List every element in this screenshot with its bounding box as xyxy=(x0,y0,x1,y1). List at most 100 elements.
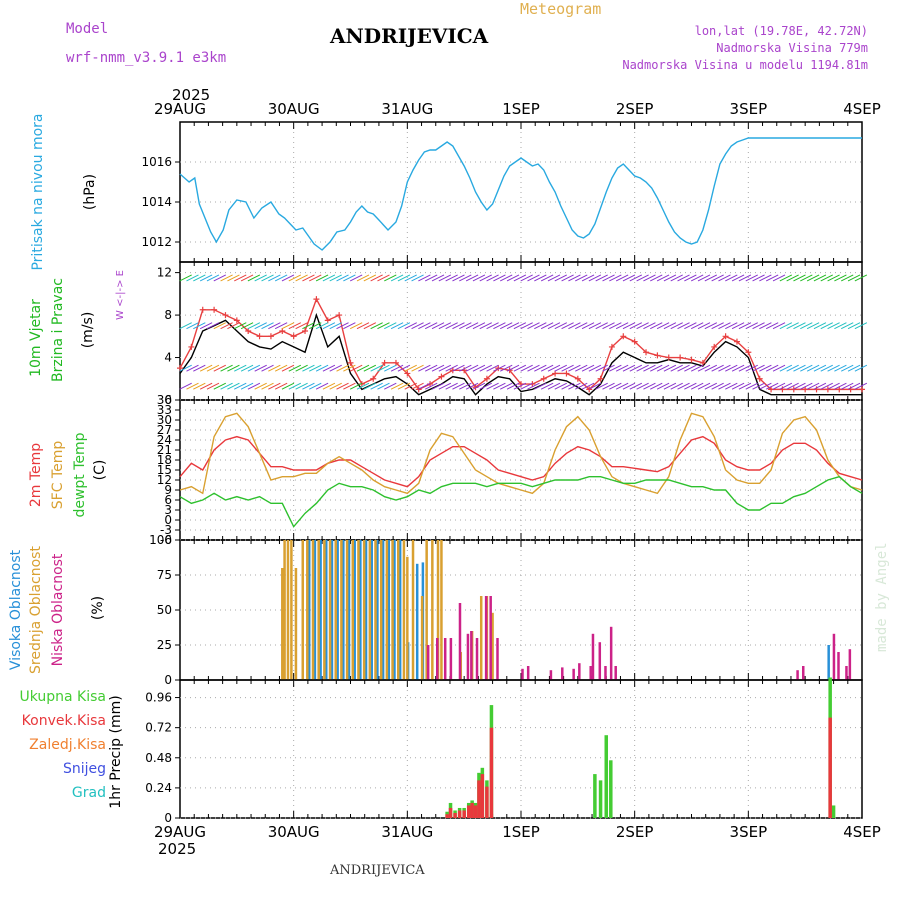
wind-barb xyxy=(479,274,492,282)
wind-barb xyxy=(622,364,636,372)
wind-gust-marker xyxy=(483,375,490,382)
wind-barb xyxy=(220,382,233,390)
wind-barb xyxy=(370,364,383,372)
wind-barb xyxy=(193,274,206,282)
wind-barb xyxy=(356,382,370,390)
wind-barb xyxy=(827,382,840,390)
clouds-bar-Visoka-Oblacnost xyxy=(336,540,339,680)
pressure-ytick-label: 1016 xyxy=(141,155,172,169)
wind-barb xyxy=(731,364,745,372)
wind-barb xyxy=(397,382,411,390)
wind-barb xyxy=(656,382,670,390)
wind-barb xyxy=(377,322,390,330)
wind-barb xyxy=(690,274,704,282)
panel-pressure: 1012 1014 1016 xyxy=(141,121,863,263)
wind-barb xyxy=(527,274,540,282)
wind-barb xyxy=(281,382,295,390)
wind-barb xyxy=(711,364,724,372)
wind-barb xyxy=(479,382,492,390)
wind-barb xyxy=(813,364,827,372)
wind-barb xyxy=(418,364,431,372)
clouds-bar-Visoka-Oblacnost xyxy=(319,540,322,680)
wind-barb xyxy=(547,322,561,330)
wind-barb xyxy=(834,364,847,372)
clouds-ytick-label: 50 xyxy=(157,603,172,617)
temperature-series-2m-Temp xyxy=(179,435,863,488)
precip-bar-Konvek-Kisa xyxy=(489,727,494,818)
wind-barb xyxy=(213,364,227,372)
clouds-bar-Niska-Oblacnost xyxy=(443,638,447,680)
wind-barb xyxy=(745,274,758,282)
clouds-bar-Srednja-Oblacnost xyxy=(479,596,483,680)
x-tick-label-top: 29AUG xyxy=(154,100,206,118)
wind-barb xyxy=(404,322,417,330)
wind-compass: W <-|-> E xyxy=(115,270,126,320)
wind-series-Brzina xyxy=(179,312,862,396)
wind-gust-marker xyxy=(302,328,309,334)
clouds-bar-Srednja-Oblacnost xyxy=(406,556,409,680)
wind-barb xyxy=(738,382,752,390)
wind-barb xyxy=(247,382,261,390)
wind-barb xyxy=(274,274,288,282)
wind-barb xyxy=(677,382,690,390)
wind-barb xyxy=(554,274,568,282)
clouds-bar-Niska-Oblacnost xyxy=(526,666,530,680)
wind-gust-marker xyxy=(688,356,695,363)
clouds-bar-Niska-Oblacnost xyxy=(449,638,453,680)
wind-barb xyxy=(731,382,745,390)
wind-barb xyxy=(288,322,302,330)
wind-barb xyxy=(206,322,220,330)
pressure-ytick-label: 1012 xyxy=(141,235,172,249)
wind-barb xyxy=(343,274,356,282)
clouds-bar-Niska-Oblacnost xyxy=(578,663,581,680)
wind-barb xyxy=(452,322,465,330)
wind-barb xyxy=(186,382,199,390)
wind-barb xyxy=(499,382,513,390)
wind-gust-marker xyxy=(540,375,547,382)
precip-bar-Konvek-Kisa xyxy=(485,786,489,818)
wind-barb xyxy=(690,322,704,330)
wind-barb xyxy=(227,322,240,330)
wind-barb xyxy=(731,274,745,282)
wind-barb xyxy=(697,322,711,330)
wind-gust-marker xyxy=(256,333,263,340)
wind-barb xyxy=(268,274,281,282)
wind-barb xyxy=(581,364,595,372)
x-tick-label-top: 1SEP xyxy=(502,100,540,118)
precip-bar-Ukupna-Kisa xyxy=(593,774,597,818)
clouds-bar-Srednja-Oblacnost xyxy=(340,540,343,680)
wind-barb xyxy=(506,322,520,330)
x-tick-label-bottom: 29AUG xyxy=(154,823,206,841)
x-tick-label-bottom: 1SEP xyxy=(502,823,540,841)
wind-barb xyxy=(725,382,738,390)
wind-gust-marker xyxy=(404,370,411,377)
clouds-bar-Niska-Oblacnost xyxy=(604,666,607,680)
wind-barb xyxy=(424,274,438,282)
clouds-bar-Niska-Oblacnost xyxy=(475,638,479,680)
clouds-bar-Srednja-Oblacnost xyxy=(362,540,366,680)
wind-barb xyxy=(493,364,506,372)
clouds-bar-Visoka-Oblacnost xyxy=(313,540,317,680)
temperature-ytick-label: 12 xyxy=(157,473,172,487)
precip-ylabel: 1hr Precip (mm) xyxy=(108,695,124,808)
wind-barb xyxy=(643,382,656,390)
wind-barb xyxy=(609,274,622,282)
wind-barb xyxy=(274,382,288,390)
model-label: Model xyxy=(66,21,108,37)
wind-barb xyxy=(377,274,390,282)
wind-barb xyxy=(220,364,233,372)
sfctemp-ylabel: SFC Temp xyxy=(50,441,66,510)
clouds-bar-Niska-Oblacnost xyxy=(614,666,617,680)
precip-bar-Konvek-Kisa xyxy=(445,814,449,818)
wind-barb xyxy=(479,322,492,330)
wind-barb xyxy=(588,322,602,330)
clouds-bar-Niska-Oblacnost xyxy=(572,668,575,680)
wind-barb xyxy=(315,382,329,390)
wind-barb xyxy=(220,322,233,330)
wind-barb xyxy=(656,274,670,282)
wind-barb xyxy=(636,382,649,390)
wind-barb xyxy=(793,382,806,390)
wind-barb xyxy=(465,322,479,330)
wind-barb xyxy=(261,382,274,390)
